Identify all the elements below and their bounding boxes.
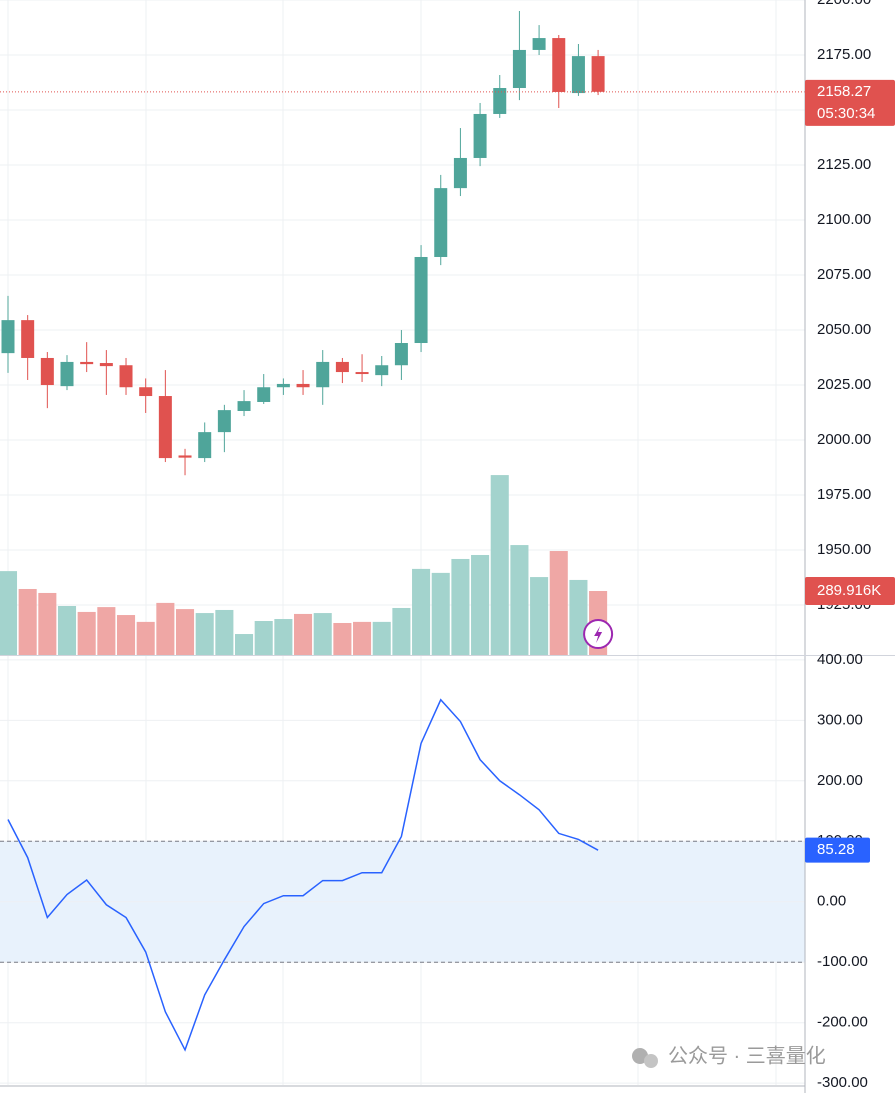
- volume-bar: [175, 609, 195, 655]
- y-tick-label: 200.00: [817, 772, 863, 789]
- volume-bar: [431, 572, 450, 655]
- y-tick-label: 2200.00: [817, 0, 871, 8]
- volume-bar: [471, 554, 490, 655]
- volume-bar: [510, 545, 529, 655]
- candle-body: [335, 361, 349, 373]
- y-tick-label: 2100.00: [817, 211, 871, 228]
- cci-label: 85.28: [817, 841, 855, 858]
- volume-bar: [215, 609, 234, 655]
- candle-body: [591, 56, 605, 92]
- volume-bar: [451, 558, 470, 655]
- candle-body: [158, 396, 172, 459]
- volume-bar: [195, 613, 214, 655]
- candle-body: [296, 383, 310, 388]
- volume-bar: [97, 607, 116, 655]
- wechat-icon: [644, 1054, 658, 1068]
- volume-bar: [392, 607, 411, 655]
- y-tick-label: 2050.00: [817, 321, 871, 338]
- y-tick-label: 1975.00: [817, 486, 871, 503]
- candle-body: [512, 49, 526, 89]
- y-tick-label: -100.00: [817, 953, 868, 970]
- candle-body: [434, 188, 448, 257]
- candle-body: [40, 357, 54, 386]
- y-tick-label: 0.00: [817, 893, 846, 910]
- y-tick-label: 2000.00: [817, 431, 871, 448]
- candle-body: [178, 455, 192, 458]
- watermark-text: 公众号 · 三喜量化: [668, 1044, 826, 1067]
- volume-badge: [805, 576, 895, 605]
- y-tick-label: 2025.00: [817, 376, 871, 393]
- last-price-badge: [805, 79, 895, 126]
- volume-bar: [490, 475, 509, 655]
- candle-body: [375, 365, 389, 376]
- candle-body: [355, 372, 369, 375]
- volume-label: 289.916K: [817, 582, 881, 599]
- y-tick-label: 1950.00: [817, 541, 871, 558]
- y-tick-label: 2125.00: [817, 156, 871, 173]
- candle-body: [453, 157, 467, 189]
- candle-body: [316, 361, 330, 388]
- candle-body: [217, 410, 231, 433]
- volume-bar: [353, 621, 372, 655]
- wechat-icon: [632, 1048, 648, 1064]
- candle-body: [473, 113, 487, 158]
- candle-body: [139, 387, 153, 397]
- volume-bar: [0, 571, 18, 655]
- volume-bar: [254, 621, 273, 655]
- candle-body: [60, 361, 74, 387]
- volume-bar: [116, 615, 136, 655]
- volume-bar: [18, 588, 37, 655]
- y-tick-label: -200.00: [817, 1014, 868, 1031]
- candle-body: [394, 343, 408, 366]
- last-price-label: 2158.27: [817, 83, 871, 100]
- volume-bar: [274, 619, 293, 655]
- candle-body: [414, 256, 428, 344]
- candle-body: [99, 363, 113, 367]
- candle-body: [493, 88, 507, 114]
- cci-line: [7, 698, 599, 1052]
- candle-body: [237, 401, 251, 411]
- volume-bar: [77, 611, 96, 655]
- candle-body: [276, 383, 290, 388]
- y-tick-label: 300.00: [817, 711, 863, 728]
- volume-bar: [156, 602, 175, 655]
- volume-bar: [372, 621, 391, 655]
- y-tick-label: 2175.00: [817, 46, 871, 63]
- replay-icon: [594, 626, 603, 643]
- volume-bar: [569, 579, 588, 655]
- volume-bar: [333, 622, 352, 655]
- countdown-label: 05:30:34: [817, 105, 875, 122]
- volume-bar: [530, 577, 549, 655]
- volume-bar: [412, 568, 431, 655]
- y-tick-label: 400.00: [817, 651, 863, 668]
- y-tick-label: 2075.00: [817, 266, 871, 283]
- volume-bar: [313, 613, 332, 655]
- candle-body: [532, 38, 546, 50]
- candle-body: [552, 38, 566, 92]
- candle-body: [257, 387, 271, 402]
- candle-body: [80, 361, 94, 365]
- volume-bar: [294, 613, 313, 655]
- plot-layer: [0, 0, 805, 1084]
- candle-body: [1, 320, 15, 354]
- volume-bar: [549, 551, 568, 655]
- cci-badge: [805, 837, 870, 863]
- candle-body: [21, 320, 35, 358]
- candle-body: [119, 365, 133, 388]
- volume-bar: [38, 592, 57, 655]
- watermark: 公众号 · 三喜量化: [632, 1044, 826, 1068]
- volume-bar: [57, 605, 77, 655]
- volume-bar: [136, 621, 155, 655]
- candle-body: [198, 432, 212, 459]
- volume-bar: [235, 634, 254, 655]
- y-tick-label: -300.00: [817, 1074, 868, 1091]
- candle-body: [571, 56, 585, 94]
